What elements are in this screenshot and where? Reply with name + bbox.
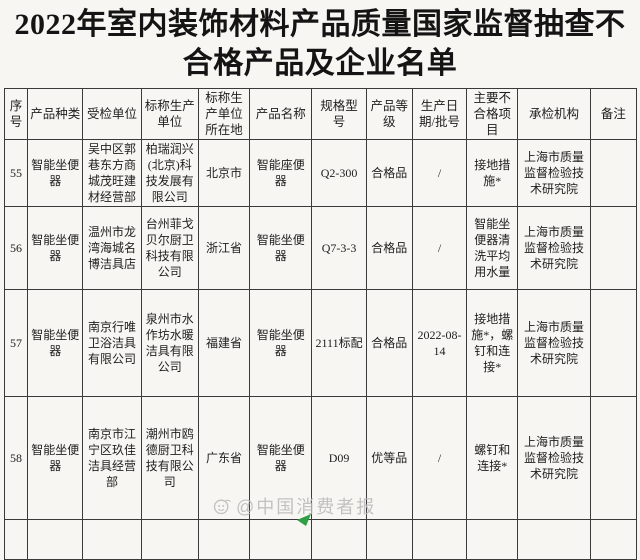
cell-producer-location: 广东省 xyxy=(197,396,251,520)
cell-failed-items: 螺钉和连接* xyxy=(466,396,519,520)
col-header-model: 规格型号 xyxy=(311,88,367,140)
col-header-remarks: 备注 xyxy=(589,88,638,140)
table-row-56: 56 智能坐便器 温州市龙湾海城名博洁具店 台州菲戈贝尔厨卫科技有限公司 浙江省… xyxy=(3,206,638,290)
cell-inspection-agency: 上海市质量监督检验技术研究院 xyxy=(517,396,591,520)
cell-inspection-agency: 上海市质量监督检验技术研究院 xyxy=(517,289,591,397)
page-title: 2022年室内装饰材料产品质量国家监督抽查不 合格产品及企业名单 xyxy=(0,0,640,88)
cell-index: 55 xyxy=(3,139,29,207)
cell-inspected-unit: 南京市江宁区玖佳洁具经营部 xyxy=(82,396,142,520)
cell-remarks xyxy=(589,396,638,520)
cell-grade: 合格品 xyxy=(365,289,413,397)
cell-product-category: 智能坐便器 xyxy=(27,206,84,290)
cell-index: 57 xyxy=(3,289,29,397)
inspection-results-table: 序号 产品种类 受检单位 标称生产单位 标称生产单位所在地 产品名称 规格型号 … xyxy=(3,88,638,560)
cell-index: 58 xyxy=(3,396,29,520)
cell-product-name: 智能座便器 xyxy=(249,139,313,207)
cell-product-name: 智能坐便器 xyxy=(249,396,313,520)
cell-index: 56 xyxy=(3,206,29,290)
cell-grade: 优等品 xyxy=(365,396,413,520)
cell-inspected-unit: 温州市龙湾海城名博洁具店 xyxy=(82,206,142,290)
cell-product-name: 智能坐便器 xyxy=(249,289,313,397)
cell-inspection-agency: 上海市质量监督检验技术研究院 xyxy=(517,139,591,207)
cell-production-date: 2022-08-14 xyxy=(411,289,468,397)
col-header-inspection-agency: 承检机构 xyxy=(517,88,591,140)
cell-producer: 泉州市水作坊水暖洁具有限公司 xyxy=(140,289,199,397)
cell-production-date: / xyxy=(411,139,468,207)
cell-inspection-agency: 上海市质量监督检验技术研究院 xyxy=(517,206,591,290)
cell-remarks xyxy=(589,206,638,290)
table-row-58: 58 智能坐便器 南京市江宁区玖佳洁具经营部 潮州市鸥德厨卫科技有限公司 广东省… xyxy=(3,396,638,520)
cell-grade: 合格品 xyxy=(365,139,413,207)
cell-remarks xyxy=(589,139,638,207)
cell-production-date: / xyxy=(411,396,468,520)
cell-model: Q7-3-3 xyxy=(311,206,367,290)
cell-grade: 合格品 xyxy=(365,206,413,290)
table-row-partial-empty xyxy=(3,519,638,560)
cell-inspected-unit: 南京行唯卫浴洁具有限公司 xyxy=(82,289,142,397)
cell-product-category: 智能坐便器 xyxy=(27,396,84,520)
cell-model: Q2-300 xyxy=(311,139,367,207)
cell-producer-location: 浙江省 xyxy=(197,206,251,290)
cell-producer: 台州菲戈贝尔厨卫科技有限公司 xyxy=(140,206,199,290)
page-title-line1: 2022年室内装饰材料产品质量国家监督抽查不 xyxy=(14,8,626,41)
col-header-product-category: 产品种类 xyxy=(27,88,84,140)
table-row-57: 57 智能坐便器 南京行唯卫浴洁具有限公司 泉州市水作坊水暖洁具有限公司 福建省… xyxy=(3,289,638,397)
col-header-failed-items: 主要不合格项目 xyxy=(466,88,519,140)
cell-failed-items: 接地措施* xyxy=(466,139,519,207)
cell-failed-items: 接地措施*，螺钉和连接* xyxy=(466,289,519,397)
col-header-production-date: 生产日期/批号 xyxy=(411,88,468,140)
cell-production-date: / xyxy=(411,206,468,290)
cell-producer: 柏瑞润兴(北京)科技发展有限公司 xyxy=(140,139,199,207)
col-header-producer: 标称生产单位 xyxy=(140,88,199,140)
cell-failed-items: 智能坐便器清洗平均用水量 xyxy=(466,206,519,290)
page-title-line2: 合格产品及企业名单 xyxy=(182,47,458,80)
col-header-producer-location: 标称生产单位所在地 xyxy=(197,88,251,140)
col-header-product-name: 产品名称 xyxy=(249,88,313,140)
cell-producer: 潮州市鸥德厨卫科技有限公司 xyxy=(140,396,199,520)
cell-model: 2111标配 xyxy=(311,289,367,397)
cell-product-category: 智能坐便器 xyxy=(27,139,84,207)
table-header-row: 序号 产品种类 受检单位 标称生产单位 标称生产单位所在地 产品名称 规格型号 … xyxy=(3,88,638,140)
col-header-grade: 产品等级 xyxy=(365,88,413,140)
cell-inspected-unit: 吴中区郭巷东方商城茂旺建材经营部 xyxy=(82,139,142,207)
green-triangle-cursor-icon xyxy=(297,513,311,526)
cell-producer-location: 北京市 xyxy=(197,139,251,207)
cell-product-name: 智能坐便器 xyxy=(249,206,313,290)
table-row-55: 55 智能坐便器 吴中区郭巷东方商城茂旺建材经营部 柏瑞润兴(北京)科技发展有限… xyxy=(3,139,638,207)
col-header-index: 序号 xyxy=(3,88,29,140)
cell-remarks xyxy=(589,289,638,397)
cell-product-category: 智能坐便器 xyxy=(27,289,84,397)
cell-producer-location: 福建省 xyxy=(197,289,251,397)
cell-model: D09 xyxy=(311,396,367,520)
col-header-inspected-unit: 受检单位 xyxy=(82,88,142,140)
